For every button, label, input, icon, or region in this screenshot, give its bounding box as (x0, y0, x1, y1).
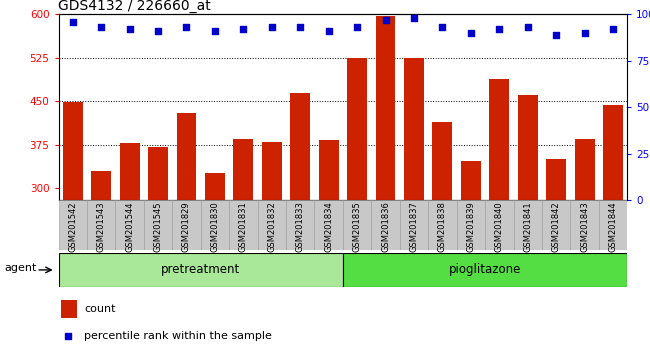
Text: GSM201840: GSM201840 (495, 201, 504, 252)
Bar (120, 143, 140, 200)
Bar (400, 200, 428, 250)
Text: GSM201842: GSM201842 (552, 201, 561, 252)
Bar (542, 200, 571, 250)
Point (210, 28, 220, 34)
Bar (318, 140, 339, 200)
Text: GSM201839: GSM201839 (466, 201, 475, 252)
Point (380, 17, 391, 23)
Bar (205, 173, 225, 200)
Bar (489, 79, 509, 200)
Text: percentile rank within the sample: percentile rank within the sample (84, 331, 272, 341)
Point (238, 26, 248, 32)
Bar (58, 200, 87, 250)
Bar (63, 102, 83, 200)
Bar (87, 200, 116, 250)
Point (579, 30, 590, 36)
Text: GSM201829: GSM201829 (182, 201, 191, 252)
Bar (428, 200, 456, 250)
Bar (315, 200, 343, 250)
Bar (201, 200, 229, 250)
Bar (91, 171, 111, 200)
Text: GSM201844: GSM201844 (608, 201, 618, 252)
Bar (575, 139, 595, 200)
Bar (257, 200, 286, 250)
Point (266, 24, 277, 30)
Text: GSM201837: GSM201837 (410, 201, 419, 252)
Point (295, 24, 306, 30)
Bar (514, 200, 542, 250)
Text: GSM201836: GSM201836 (381, 201, 390, 252)
Bar (404, 58, 424, 200)
Text: GSM201542: GSM201542 (68, 201, 77, 252)
Bar (148, 147, 168, 200)
Text: GSM201835: GSM201835 (352, 201, 361, 252)
Point (96, 24, 107, 30)
Text: GSM201843: GSM201843 (580, 201, 589, 252)
Bar (599, 200, 627, 250)
Bar (61, 300, 77, 318)
Text: count: count (84, 304, 116, 314)
Point (437, 24, 448, 30)
Bar (376, 17, 395, 200)
Bar (116, 200, 144, 250)
Text: GSM201838: GSM201838 (438, 201, 447, 252)
Text: agent: agent (5, 263, 37, 273)
Bar (571, 200, 599, 250)
Point (124, 26, 135, 32)
Point (608, 26, 618, 32)
Bar (144, 200, 172, 250)
Point (465, 30, 476, 36)
Bar (432, 122, 452, 200)
Bar (177, 113, 196, 200)
Bar (371, 200, 400, 250)
Bar (347, 58, 367, 200)
Text: GSM201544: GSM201544 (125, 201, 134, 252)
Bar (518, 96, 538, 200)
Point (181, 24, 192, 30)
Bar (58, 253, 343, 287)
Bar (546, 159, 566, 200)
Point (409, 15, 419, 21)
Bar (229, 200, 257, 250)
Bar (343, 200, 371, 250)
Text: pretreatment: pretreatment (161, 263, 240, 276)
Point (63, 333, 73, 339)
Bar (456, 200, 485, 250)
Text: GSM201831: GSM201831 (239, 201, 248, 252)
Point (523, 24, 533, 30)
Text: GSM201833: GSM201833 (296, 201, 305, 252)
Text: GSM201830: GSM201830 (211, 201, 220, 252)
Text: GSM201543: GSM201543 (97, 201, 106, 252)
Bar (603, 105, 623, 200)
Bar (172, 200, 201, 250)
Text: GSM201834: GSM201834 (324, 201, 333, 252)
Point (68, 19, 78, 24)
Text: GSM201545: GSM201545 (153, 201, 162, 252)
Point (551, 32, 562, 38)
Text: GSM201832: GSM201832 (267, 201, 276, 252)
Text: pioglitazone: pioglitazone (449, 263, 521, 276)
Bar (343, 253, 627, 287)
Text: GSM201841: GSM201841 (523, 201, 532, 252)
Bar (233, 139, 254, 200)
Bar (286, 200, 315, 250)
Point (153, 28, 163, 34)
Point (324, 28, 334, 34)
Bar (262, 142, 281, 200)
Bar (291, 92, 310, 200)
Point (352, 24, 362, 30)
Bar (461, 160, 481, 200)
Text: GDS4132 / 226660_at: GDS4132 / 226660_at (58, 0, 211, 13)
Bar (485, 200, 514, 250)
Point (494, 26, 504, 32)
